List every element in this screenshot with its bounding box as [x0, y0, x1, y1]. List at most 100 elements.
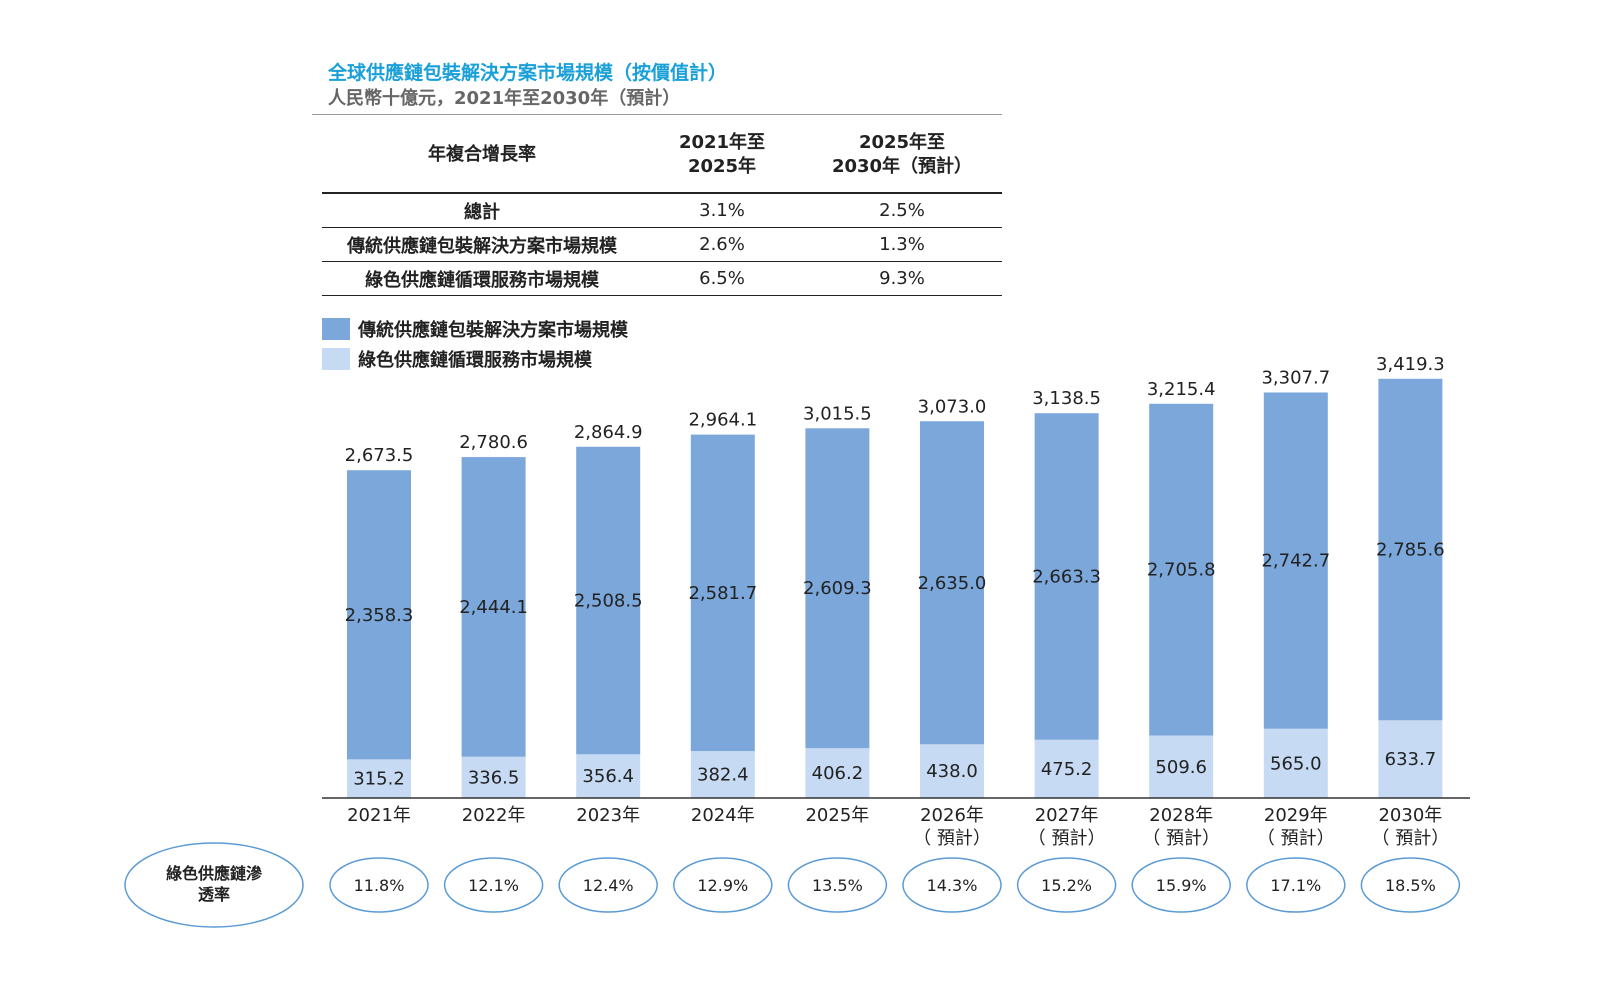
penetration-ellipse: [1246, 857, 1346, 913]
data-label-green: 406.2: [812, 763, 864, 784]
bar-green-segment: [690, 751, 755, 798]
cagr-value: 3.1%: [642, 193, 802, 228]
penetration-ellipse: [443, 857, 544, 913]
bar-traditional-segment: [1263, 392, 1328, 729]
cagr-header-period-2-line1: 2025年至: [858, 131, 946, 153]
bar-green-segment: [461, 756, 526, 798]
bar-traditional-segment: [1149, 403, 1214, 736]
data-label-green: 475.2: [1041, 759, 1093, 780]
cagr-value: 2.5%: [802, 193, 1002, 228]
data-label-traditional: 2,663.3: [1032, 566, 1101, 587]
x-tick-sublabel: （ 預計）: [1142, 828, 1220, 849]
data-label-traditional: 2,609.3: [803, 578, 872, 599]
penetration-label-line1: 綠色供應鏈滲: [166, 864, 263, 883]
data-label-traditional: 2,444.1: [459, 597, 528, 618]
data-label-total: 2,780.6: [459, 432, 528, 453]
cagr-row-label: 傳統供應鏈包裝解決方案市場規模: [322, 227, 642, 262]
cagr-header-period-2: 2025年至 2030年（預計）: [802, 118, 1002, 194]
cagr-header-label: 年複合增長率: [322, 118, 642, 194]
bar-traditional-segment: [461, 457, 526, 757]
cagr-row-total: 總計 3.1% 2.5%: [322, 193, 1002, 228]
data-label-green: 382.4: [697, 765, 749, 786]
cagr-value: 6.5%: [642, 261, 802, 296]
cagr-row-label: 綠色供應鏈循環服務市場規模: [322, 261, 642, 296]
penetration-ellipse: [1016, 857, 1117, 913]
data-label-total: 3,138.5: [1032, 388, 1101, 409]
penetration-ellipse: [558, 857, 658, 913]
cagr-header-period-1-line2: 2025年: [687, 156, 757, 177]
legend-label-traditional: 傳統供應鏈包裝解決方案市場規模: [358, 320, 628, 341]
cagr-row-traditional: 傳統供應鏈包裝解決方案市場規模 2.6% 1.3%: [322, 227, 1002, 262]
legend-label-green: 綠色供應鏈循環服務市場規模: [358, 350, 592, 371]
x-tick-label: 2028年: [1149, 805, 1213, 826]
x-tick-label: 2029年: [1264, 805, 1328, 826]
penetration-rate-label: 12.1%: [468, 876, 519, 895]
penetration-rate-label: 15.2%: [1041, 876, 1092, 895]
bar-green-segment: [1378, 720, 1443, 798]
bar-traditional-segment: [1034, 413, 1099, 740]
penetration-rate-label: 12.9%: [697, 876, 748, 895]
legend-item-traditional: 傳統供應鏈包裝解決方案市場規模: [322, 314, 628, 344]
bar-green-segment: [347, 759, 411, 798]
penetration-rate-label: 11.8%: [354, 876, 405, 895]
data-label-traditional: 2,581.7: [688, 583, 757, 604]
penetration-rate-label: 13.5%: [812, 876, 863, 895]
cagr-row-green: 綠色供應鏈循環服務市場規模 6.5% 9.3%: [322, 261, 1002, 296]
data-label-total: 2,964.1: [688, 410, 757, 431]
legend-swatch-traditional: [322, 318, 350, 340]
data-label-total: 3,073.0: [918, 396, 987, 417]
data-label-traditional: 2,358.3: [345, 605, 414, 626]
penetration-ellipse: [1131, 857, 1231, 913]
penetration-rate-label: 12.4%: [583, 876, 634, 895]
penetration-ellipse: [1360, 857, 1461, 913]
data-label-green: 565.0: [1270, 753, 1322, 774]
data-label-total: 2,864.9: [574, 422, 643, 443]
cagr-value: 1.3%: [802, 227, 1002, 262]
bar-green-segment: [576, 754, 641, 798]
chart-legend: 傳統供應鏈包裝解決方案市場規模 綠色供應鏈循環服務市場規模: [322, 314, 628, 374]
x-tick-sublabel: （ 預計）: [1257, 828, 1335, 849]
data-label-green: 315.2: [353, 769, 405, 790]
cagr-header-period-1-line1: 2021年至: [678, 131, 766, 153]
x-tick-label: 2024年: [691, 805, 755, 826]
bar-green-segment: [1149, 735, 1214, 798]
penetration-ellipse: [787, 857, 888, 913]
x-tick-sublabel: （ 預計）: [913, 828, 991, 849]
penetration-ellipse: [329, 857, 429, 913]
data-label-green: 633.7: [1385, 749, 1437, 770]
x-tick-sublabel: （ 預計）: [1372, 828, 1450, 849]
x-tick-label: 2023年: [576, 805, 640, 826]
penetration-rate-label: 18.5%: [1385, 876, 1436, 895]
bar-traditional-segment: [690, 434, 755, 752]
penetration-rate-label: 14.3%: [927, 876, 978, 895]
data-label-green: 356.4: [582, 766, 634, 787]
cagr-value: 2.6%: [642, 227, 802, 262]
data-label-traditional: 2,508.5: [574, 591, 643, 612]
data-label-traditional: 2,705.8: [1147, 560, 1216, 581]
bar-traditional-segment: [920, 421, 984, 745]
cagr-row-label: 總計: [322, 193, 642, 228]
data-label-total: 3,015.5: [803, 403, 872, 424]
x-tick-sublabel: （ 預計）: [1028, 828, 1106, 849]
title-divider: [312, 114, 1002, 115]
data-label-traditional: 2,635.0: [918, 573, 987, 594]
data-label-traditional: 2,785.6: [1376, 540, 1445, 561]
x-tick-label: 2030年: [1378, 805, 1442, 826]
x-tick-label: 2026年: [920, 805, 984, 826]
bar-green-segment: [1034, 739, 1099, 798]
data-label-total: 3,419.3: [1376, 354, 1445, 375]
x-tick-label: 2022年: [462, 805, 526, 826]
bar-traditional-segment: [805, 428, 870, 749]
bar-traditional-segment: [347, 470, 411, 760]
bar-green-segment: [805, 748, 870, 798]
penetration-label-ellipse: [124, 842, 304, 928]
penetration-rate-label: 15.9%: [1156, 876, 1207, 895]
penetration-ellipse: [673, 857, 773, 913]
data-label-traditional: 2,742.7: [1261, 551, 1330, 572]
data-label-total: 3,307.7: [1261, 367, 1330, 388]
data-label-green: 509.6: [1155, 757, 1207, 778]
legend-swatch-green: [322, 348, 350, 370]
cagr-header-period-1: 2021年至 2025年: [642, 118, 802, 194]
bar-traditional-segment: [576, 446, 641, 755]
x-tick-label: 2025年: [805, 805, 869, 826]
